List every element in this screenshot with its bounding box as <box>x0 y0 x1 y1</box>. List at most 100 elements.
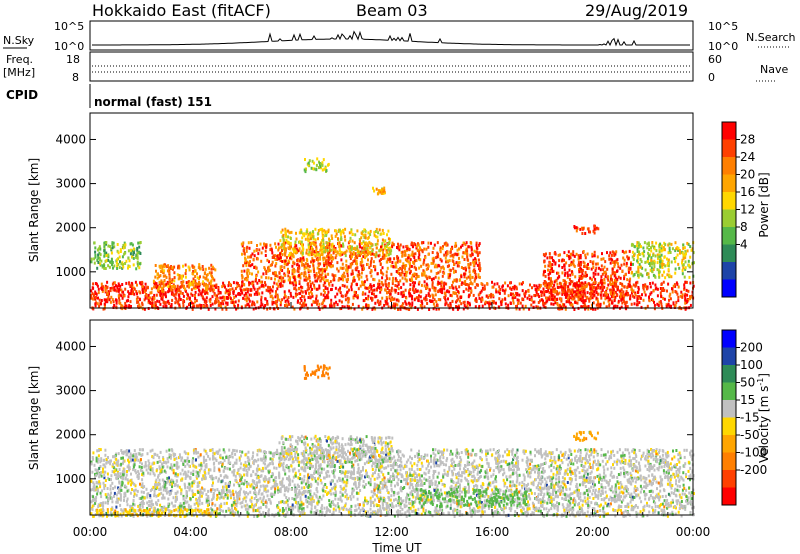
heatmap-cell <box>692 284 695 288</box>
heatmap-cell <box>168 271 171 275</box>
heatmap-cell <box>553 251 556 255</box>
heatmap-cell <box>350 272 353 276</box>
heatmap-cell <box>136 295 139 299</box>
heatmap-cell <box>116 243 119 246</box>
heatmap-cell <box>545 286 548 289</box>
heatmap-cell <box>300 299 303 302</box>
heatmap-cell <box>387 464 390 468</box>
heatmap-cell <box>312 230 314 234</box>
heatmap-cell <box>468 270 471 274</box>
heatmap-cell <box>651 269 653 273</box>
heatmap-cell <box>498 291 501 295</box>
heatmap-cell <box>456 299 459 303</box>
heatmap-cell <box>636 297 639 301</box>
heatmap-cell <box>121 283 124 286</box>
heatmap-cell <box>660 302 663 306</box>
heatmap-cell <box>135 267 138 271</box>
heatmap-cell <box>605 293 608 297</box>
heatmap-cell <box>411 297 413 301</box>
heatmap-cell <box>334 274 337 278</box>
heatmap-cell <box>295 283 297 287</box>
heatmap-cell <box>588 297 591 301</box>
heatmap-cell <box>451 284 454 288</box>
heatmap-cell <box>666 273 669 277</box>
heatmap-cell <box>119 302 122 305</box>
heatmap-cell <box>160 292 163 296</box>
heatmap-cell <box>666 262 669 265</box>
heatmap-cell <box>472 263 475 267</box>
heatmap-cell <box>381 188 384 191</box>
heatmap-cell <box>334 250 337 254</box>
heatmap-cell <box>297 299 299 303</box>
heatmap-cell <box>359 261 362 264</box>
heatmap-cell <box>194 285 197 289</box>
heatmap-cell <box>343 480 346 484</box>
heatmap-cell <box>135 455 138 459</box>
heatmap-cell <box>580 283 583 287</box>
heatmap-cell <box>160 281 163 285</box>
heatmap-cell <box>385 274 388 278</box>
heatmap-cell <box>353 294 356 297</box>
heatmap-cell <box>383 256 386 260</box>
heatmap-cell <box>676 253 679 257</box>
heatmap-cell <box>273 256 276 259</box>
heatmap-cell <box>542 301 545 305</box>
heatmap-cell <box>682 243 685 247</box>
heatmap-cell <box>330 234 333 238</box>
heatmap-cell <box>261 303 264 307</box>
heatmap-cell <box>320 162 323 166</box>
heatmap-cell <box>242 241 245 245</box>
heatmap-cell <box>425 298 428 302</box>
heatmap-cell <box>475 493 478 497</box>
heatmap-cell <box>537 287 540 291</box>
heatmap-cell <box>636 254 639 258</box>
heatmap-cell <box>456 261 459 265</box>
heatmap-cell <box>283 265 286 269</box>
heatmap-cell <box>360 257 363 261</box>
heatmap-cell <box>296 292 299 296</box>
heatmap-cell <box>397 287 400 291</box>
heatmap-cell <box>604 297 607 301</box>
heatmap-cell <box>212 277 215 281</box>
heatmap-cell <box>604 453 607 457</box>
heatmap-cell <box>375 187 378 191</box>
heatmap-cell <box>244 304 247 308</box>
heatmap-cell <box>459 483 461 487</box>
heatmap-cell <box>667 243 670 247</box>
heatmap-cell <box>664 264 667 268</box>
heatmap-cell <box>218 301 221 305</box>
heatmap-cell <box>145 288 147 292</box>
heatmap-cell <box>287 259 290 263</box>
heatmap-cell <box>571 271 574 275</box>
heatmap-cell <box>346 274 349 278</box>
heatmap-cell <box>115 289 118 293</box>
heatmap-cell <box>277 284 280 288</box>
heatmap-cell <box>626 285 629 289</box>
heatmap-cell <box>390 483 393 487</box>
heatmap-cell <box>442 245 444 249</box>
heatmap-cell <box>417 243 420 247</box>
heatmap-cell <box>276 295 279 299</box>
heatmap-cell <box>358 277 361 281</box>
heatmap-cell <box>553 280 556 284</box>
heatmap-cell <box>245 294 248 298</box>
heatmap-cell <box>576 286 579 290</box>
heatmap-cell <box>398 472 401 476</box>
heatmap-cell <box>556 282 559 286</box>
heatmap-cell <box>458 285 461 289</box>
heatmap-cell <box>209 289 212 293</box>
heatmap-cell <box>592 275 595 279</box>
heatmap-cell <box>474 286 477 290</box>
heatmap-cell <box>419 258 422 262</box>
heatmap-cell <box>315 272 318 275</box>
heatmap-cell <box>603 265 606 269</box>
heatmap-cell <box>396 259 399 262</box>
heatmap-cell <box>350 248 353 252</box>
heatmap-cell <box>650 455 653 459</box>
heatmap-cell <box>258 292 261 296</box>
heatmap-cell <box>568 277 571 281</box>
heatmap-cell <box>446 250 449 254</box>
heatmap-cell <box>451 247 454 251</box>
heatmap-cell <box>550 283 553 287</box>
heatmap-cell <box>462 307 465 311</box>
